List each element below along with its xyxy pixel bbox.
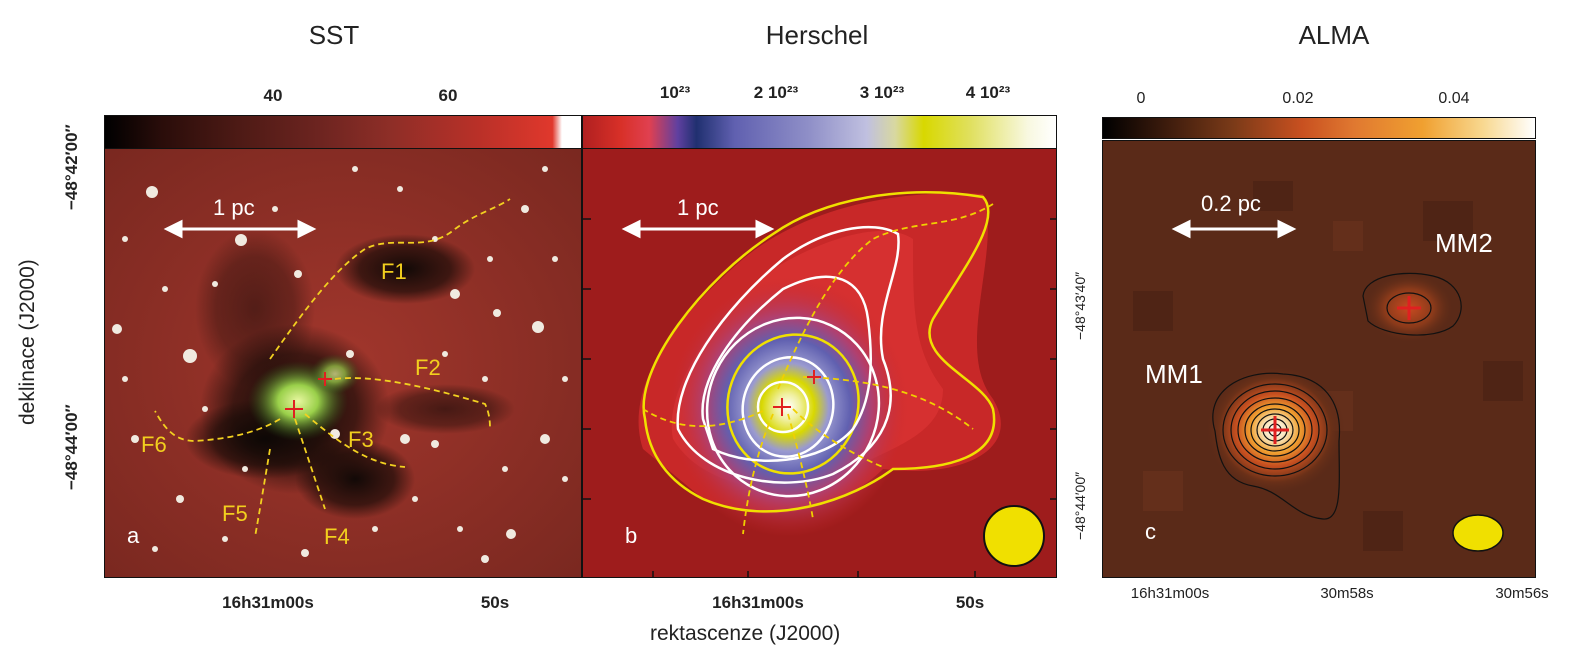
filament-label-f4: F4	[324, 524, 350, 549]
alma-colorbar	[1102, 117, 1536, 139]
alma-image-panel: 0.2 pc MM1 MM2 c	[1102, 140, 1536, 578]
herschel-cb-tick-4: 4 10²³	[965, 83, 1011, 102]
alma-cb-tick-1: 0	[1136, 90, 1146, 107]
sst-cb-tick-60: 60	[438, 86, 458, 105]
filament-f1	[269, 198, 511, 360]
herschel-x-tick-2: 50s	[955, 593, 985, 612]
filament-f3	[304, 413, 406, 468]
alma-panel-letter: c	[1145, 519, 1156, 544]
sst-scale-label: 1 pc	[213, 195, 255, 220]
filament-f6	[154, 410, 281, 442]
herschel-cb-tick-1: 10²³	[659, 83, 691, 102]
alma-cb-tick-2: 0.02	[1282, 90, 1314, 107]
alma-y-tick-1: −48°43′40″	[1072, 271, 1088, 340]
sst-cb-tick-40: 40	[263, 86, 283, 105]
herschel-x-tick-1: 16h31m00s	[712, 593, 804, 612]
herschel-beam	[983, 505, 1045, 567]
filament-f5	[254, 448, 271, 538]
panel-title-alma: ALMA	[1298, 20, 1370, 50]
sst-y-tick-2: −48°44′00″	[62, 404, 81, 490]
sst-x-tick-1: 16h31m00s	[222, 593, 314, 612]
filament-label-f1: F1	[381, 259, 407, 284]
filament-label-f2: F2	[415, 355, 441, 380]
alma-x-tick-2: 30m58s	[1320, 585, 1374, 602]
sst-image	[105, 149, 581, 577]
sst-panel-letter: a	[127, 523, 140, 548]
alma-source-mm1: MM1	[1145, 359, 1203, 389]
alma-cb-tick-3: 0.04	[1438, 90, 1470, 107]
sst-image-panel: 1 pc F1 F2 F3 F4 F5 F6 a	[104, 148, 582, 578]
herschel-colorbar	[582, 115, 1057, 149]
herschel-panel-letter: b	[625, 523, 638, 548]
alma-beam	[1452, 514, 1504, 552]
sst-y-tick-1: −48°42′00″	[62, 124, 81, 210]
filament-label-f6: F6	[141, 432, 167, 457]
herschel-image	[583, 149, 1056, 577]
alma-image	[1103, 141, 1535, 577]
filament-label-f5: F5	[222, 501, 248, 526]
sst-colorbar	[104, 115, 582, 149]
alma-x-tick-1: 16h31m00s	[1130, 585, 1210, 602]
alma-x-tick-3: 30m56s	[1495, 585, 1549, 602]
sst-x-tick-2: 50s	[480, 593, 510, 612]
filament-f2	[334, 377, 491, 430]
alma-source-mm2: MM2	[1435, 228, 1493, 258]
alma-scale-label: 0.2 pc	[1201, 191, 1261, 216]
herschel-scale-label: 1 pc	[677, 195, 719, 220]
herschel-cb-tick-2: 2 10²³	[753, 83, 799, 102]
panel-title-sst: SST	[308, 20, 360, 50]
alma-y-tick-2: −48°44′00″	[1072, 471, 1088, 540]
herschel-cb-tick-3: 3 10²³	[859, 83, 905, 102]
panel-title-herschel: Herschel	[765, 20, 869, 50]
herschel-image-panel: 1 pc b	[582, 148, 1057, 578]
y-axis-title: deklinace (J2000)	[16, 259, 39, 425]
filament-f4	[294, 418, 326, 510]
x-axis-title: rektascenze (J2000)	[650, 622, 841, 645]
filament-label-f3: F3	[348, 427, 374, 452]
